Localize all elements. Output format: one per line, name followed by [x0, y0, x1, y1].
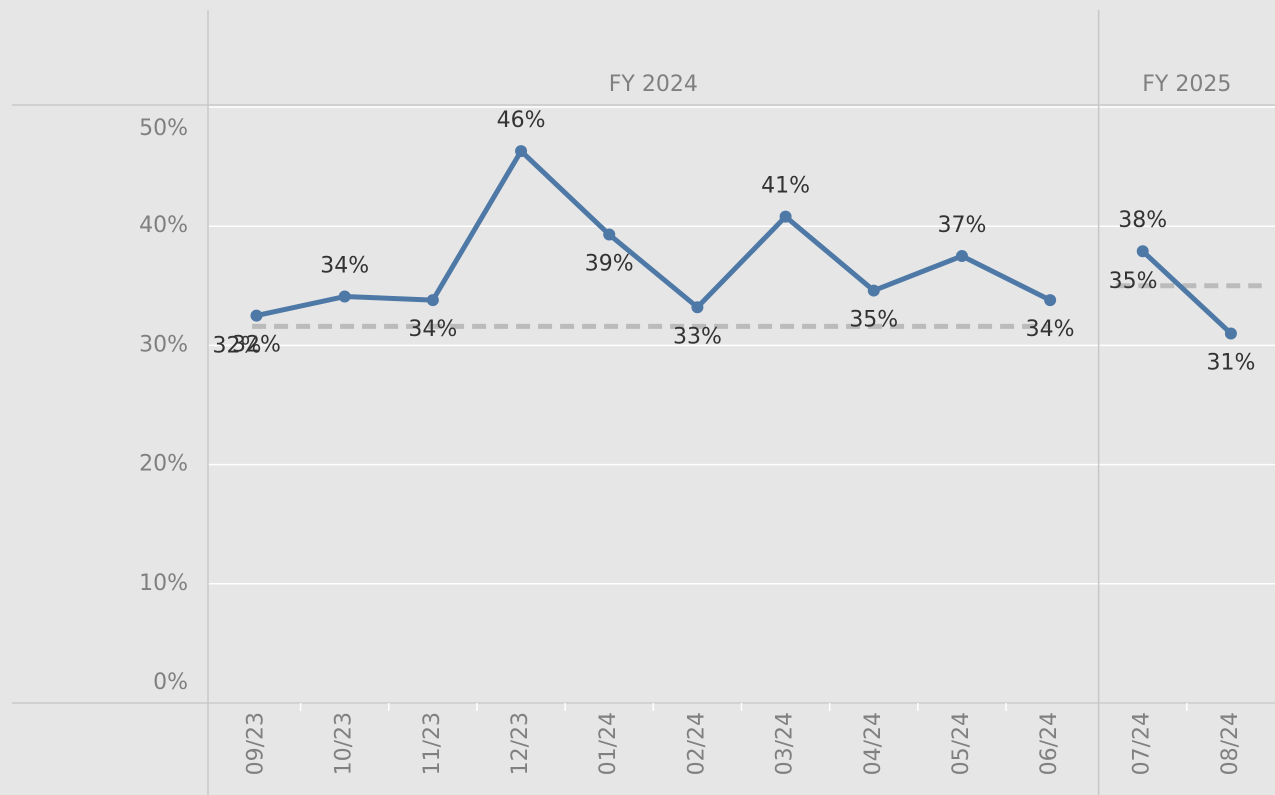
- y-tick-label: 0%: [153, 670, 188, 695]
- data-point: [603, 228, 616, 241]
- data-point: [779, 210, 792, 223]
- data-label: 41%: [761, 174, 810, 199]
- y-tick-label: 30%: [139, 332, 188, 357]
- data-label: 39%: [585, 252, 634, 277]
- data-point: [250, 309, 263, 322]
- x-tick-label: 03/24: [773, 712, 798, 775]
- data-label: 34%: [1026, 317, 1075, 342]
- data-label: 46%: [497, 108, 546, 133]
- data-point: [691, 301, 704, 314]
- data-label: 37%: [938, 213, 987, 238]
- x-tick-label: 10/23: [332, 712, 357, 775]
- average-label: 35%: [1109, 269, 1158, 294]
- x-tick-label: 01/24: [596, 712, 621, 775]
- data-label: 33%: [673, 324, 722, 349]
- x-tick-label: 11/23: [420, 712, 445, 775]
- data-label: 31%: [1206, 350, 1255, 375]
- x-tick-label: 09/23: [244, 712, 269, 775]
- x-tick-label: 04/24: [861, 712, 886, 775]
- x-tick-label: 02/24: [684, 712, 709, 775]
- data-line: [255, 148, 1052, 319]
- data-point: [955, 250, 968, 262]
- average-label: 32%: [213, 333, 262, 358]
- data-point: [1044, 294, 1057, 307]
- data-point: [1224, 327, 1237, 340]
- data-label: 35%: [849, 308, 898, 333]
- y-tick-label: 10%: [139, 571, 188, 596]
- x-tick-label: 07/24: [1130, 712, 1155, 775]
- data-point: [867, 284, 880, 297]
- pane-header: FY 2024: [609, 72, 698, 97]
- data-label: 38%: [1118, 208, 1167, 233]
- data-point: [426, 294, 439, 307]
- x-tick-label: 12/23: [508, 712, 533, 775]
- data-line: [1141, 249, 1233, 336]
- data-label: 34%: [320, 254, 369, 279]
- data-point: [338, 290, 351, 303]
- x-tick-label: 05/24: [949, 712, 974, 775]
- x-tick-label: 08/24: [1218, 712, 1243, 775]
- y-tick-label: 50%: [139, 116, 188, 141]
- y-tick-label: 20%: [139, 452, 188, 477]
- y-tick-label: 40%: [139, 213, 188, 238]
- x-tick-label: 06/24: [1037, 712, 1062, 775]
- pane-header: FY 2025: [1142, 72, 1231, 97]
- data-label: 32%: [232, 333, 281, 358]
- data-point: [1136, 245, 1149, 258]
- data-label: 34%: [408, 317, 457, 342]
- data-point: [515, 145, 528, 158]
